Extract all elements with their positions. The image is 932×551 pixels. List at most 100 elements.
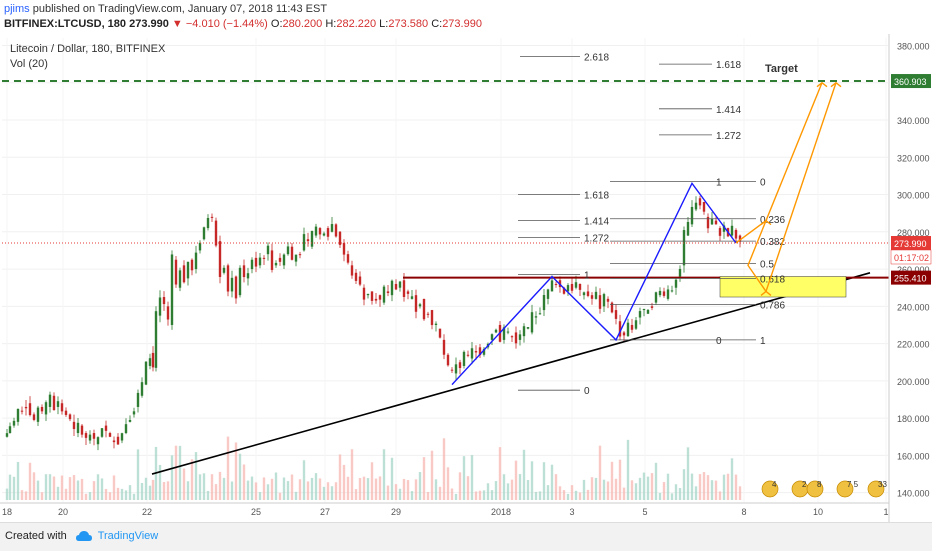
- candle-body: [84, 433, 88, 438]
- volume-bar: [362, 476, 366, 500]
- buy-zone: [719, 276, 847, 298]
- volume-bar: [514, 460, 518, 500]
- volume-bar: [442, 438, 446, 500]
- event-flag-circle: [867, 480, 885, 498]
- volume-bar: [554, 474, 558, 500]
- candle-body: [24, 406, 28, 409]
- close-value: 273.990: [442, 18, 482, 30]
- candle-body: [72, 421, 76, 430]
- event-flag-circle: [836, 480, 854, 498]
- target-price-tag: 360.903: [894, 77, 927, 87]
- candle-body: [358, 276, 362, 285]
- footer: Created with TradingView: [0, 522, 932, 551]
- candle-body: [310, 230, 314, 247]
- candle-body: [136, 392, 140, 407]
- close-value-label: C:: [431, 18, 443, 30]
- volume-bar: [132, 493, 136, 500]
- candle-body: [622, 332, 626, 336]
- volume-bar: [490, 490, 494, 500]
- current-price-tag: 273.990: [894, 239, 927, 249]
- candle-body: [546, 289, 550, 299]
- open-value: 280.200: [282, 18, 323, 30]
- candle-body: [674, 279, 678, 288]
- candle-body: [148, 358, 152, 366]
- tradingview-link[interactable]: TradingView: [97, 530, 159, 542]
- volume-bar: [538, 491, 542, 500]
- fib-level-label: 1.414: [584, 217, 609, 228]
- volume-bar: [148, 485, 152, 500]
- volume-bar: [646, 476, 650, 500]
- volume-bar: [258, 492, 262, 500]
- candle-body: [738, 235, 742, 242]
- time-tick-label: 2018: [491, 507, 511, 517]
- candle-body: [60, 403, 64, 412]
- time-tick-label: 8: [741, 507, 746, 517]
- volume-bar: [190, 459, 194, 500]
- event-flag-circle: [761, 480, 779, 498]
- volume-bar: [506, 483, 510, 500]
- volume-bar: [40, 492, 44, 500]
- volume-bar: [238, 453, 242, 500]
- candle-body: [258, 257, 262, 266]
- time-tick-label: 10: [813, 507, 823, 517]
- candle-body: [462, 351, 466, 366]
- candle-body: [398, 281, 402, 288]
- symbol-label: BITFINEX:LTCUSD, 180: [4, 18, 127, 30]
- volume-bar: [610, 461, 614, 500]
- candle-body: [582, 292, 586, 296]
- time-tick-label: 5: [642, 507, 647, 517]
- candle-body: [702, 201, 706, 212]
- fib-retrace-label: 0.618: [760, 274, 785, 285]
- countdown-label: 01:17:02: [894, 253, 929, 263]
- candle-body: [282, 254, 286, 266]
- volume-bar: [246, 480, 250, 500]
- price-tick-label: 180.000: [897, 414, 930, 424]
- chart-area[interactable]: 2.618 1.618 1.414 1.272 1 0 1.618 1.414 1.272 1 0 0…: [0, 34, 932, 522]
- candle-body: [112, 440, 116, 443]
- candle-body: [534, 316, 538, 318]
- arrow-head: [830, 81, 842, 88]
- price-tick-label: 240.000: [897, 302, 930, 312]
- volume-bar: [24, 491, 28, 500]
- time-axis[interactable]: 18 20 22 25 27 29 2018 3 5 8 10 1: [0, 502, 889, 517]
- resistance-price-tag-bg: [891, 270, 931, 285]
- candle-body: [362, 287, 366, 300]
- volume-bar: [198, 474, 202, 500]
- fib-ext-label: 1.414: [716, 105, 741, 116]
- volume-bar: [642, 472, 646, 500]
- price-tick-label: 300.000: [897, 191, 930, 201]
- event-flag-icon: 7 5: [836, 480, 859, 498]
- event-flag-count: 2: [802, 480, 807, 489]
- candle-body: [614, 310, 618, 319]
- candle-body: [734, 229, 738, 239]
- event-flag-icon: 33: [867, 480, 887, 498]
- volume-bar: [674, 484, 678, 500]
- volume-bar: [104, 488, 108, 500]
- volume-bar: [402, 478, 406, 500]
- candle-body: [686, 221, 690, 236]
- volume-bar: [558, 486, 562, 500]
- candle-body: [338, 231, 342, 245]
- candle-body: [482, 348, 486, 355]
- volume-bar: [52, 476, 56, 500]
- volume-bar: [84, 493, 88, 500]
- candle-body: [254, 257, 258, 267]
- volume-bar: [410, 491, 414, 500]
- candle-body: [64, 410, 68, 415]
- arrow-head: [760, 219, 772, 226]
- candle-body: [298, 254, 302, 256]
- candle-body: [318, 228, 322, 235]
- volume-bar: [60, 475, 64, 500]
- volume-bar: [446, 467, 450, 500]
- author-link[interactable]: pjims: [4, 3, 30, 15]
- volume-bar: [270, 478, 274, 500]
- candle-body: [20, 410, 24, 412]
- candle-body: [80, 425, 84, 435]
- volume-bar: [76, 480, 80, 500]
- volume-bar: [466, 476, 470, 500]
- price-axis[interactable]: 140.000 160.000 180.000 200.000 220.000 240.0…: [888, 34, 932, 522]
- event-flag-icon: 8: [806, 480, 824, 498]
- volume-bar: [390, 457, 394, 500]
- volume-bar: [310, 477, 314, 500]
